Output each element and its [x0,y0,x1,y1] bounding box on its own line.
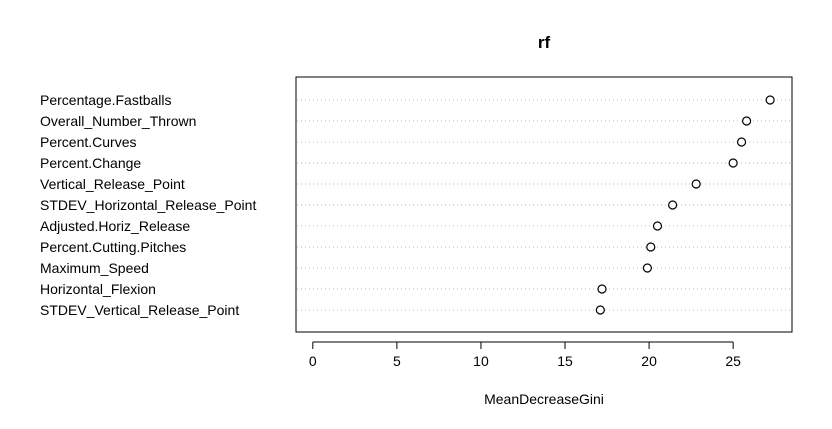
category-label: Percent.Curves [40,134,136,150]
data-point [668,200,678,210]
x-tick-label: 0 [309,353,317,369]
chart-title: rf [538,33,551,52]
data-point [652,221,663,231]
x-tick-label: 25 [725,353,741,369]
plot-frame [295,76,793,333]
x-tick-label: 20 [641,353,657,369]
category-label: Vertical_Release_Point [40,176,185,192]
data-point [736,137,747,147]
data-point [728,158,738,168]
category-label: STDEV_Vertical_Release_Point [40,302,239,318]
category-label: Horizontal_Flexion [40,281,156,297]
category-label: Percentage.Fastballs [40,92,172,108]
data-point [642,263,653,273]
data-point [742,116,752,126]
category-label: Overall_Number_Thrown [40,113,196,129]
category-label: Percent.Cutting.Pitches [40,239,186,255]
x-axis: 0 5 10 15 20 25 [309,341,741,369]
category-label: STDEV_Horizontal_Release_Point [40,197,256,213]
data-point [597,284,607,294]
data-point [595,305,605,315]
category-label: Percent.Change [40,155,141,171]
x-tick-label: 5 [393,353,401,369]
category-label: Adjusted.Horiz_Release [40,218,190,234]
category-label: Maximum_Speed [40,260,149,276]
x-tick-label: 10 [473,353,489,369]
data-point [646,242,656,252]
x-axis-label: MeanDecreaseGini [484,391,604,407]
x-tick-label: 15 [557,353,573,369]
data-point [765,95,775,105]
data-point [691,179,701,189]
category-labels: Percentage.Fastballs Overall_Number_Throw… [40,92,256,318]
gridlines [297,99,791,311]
data-points [595,95,775,315]
